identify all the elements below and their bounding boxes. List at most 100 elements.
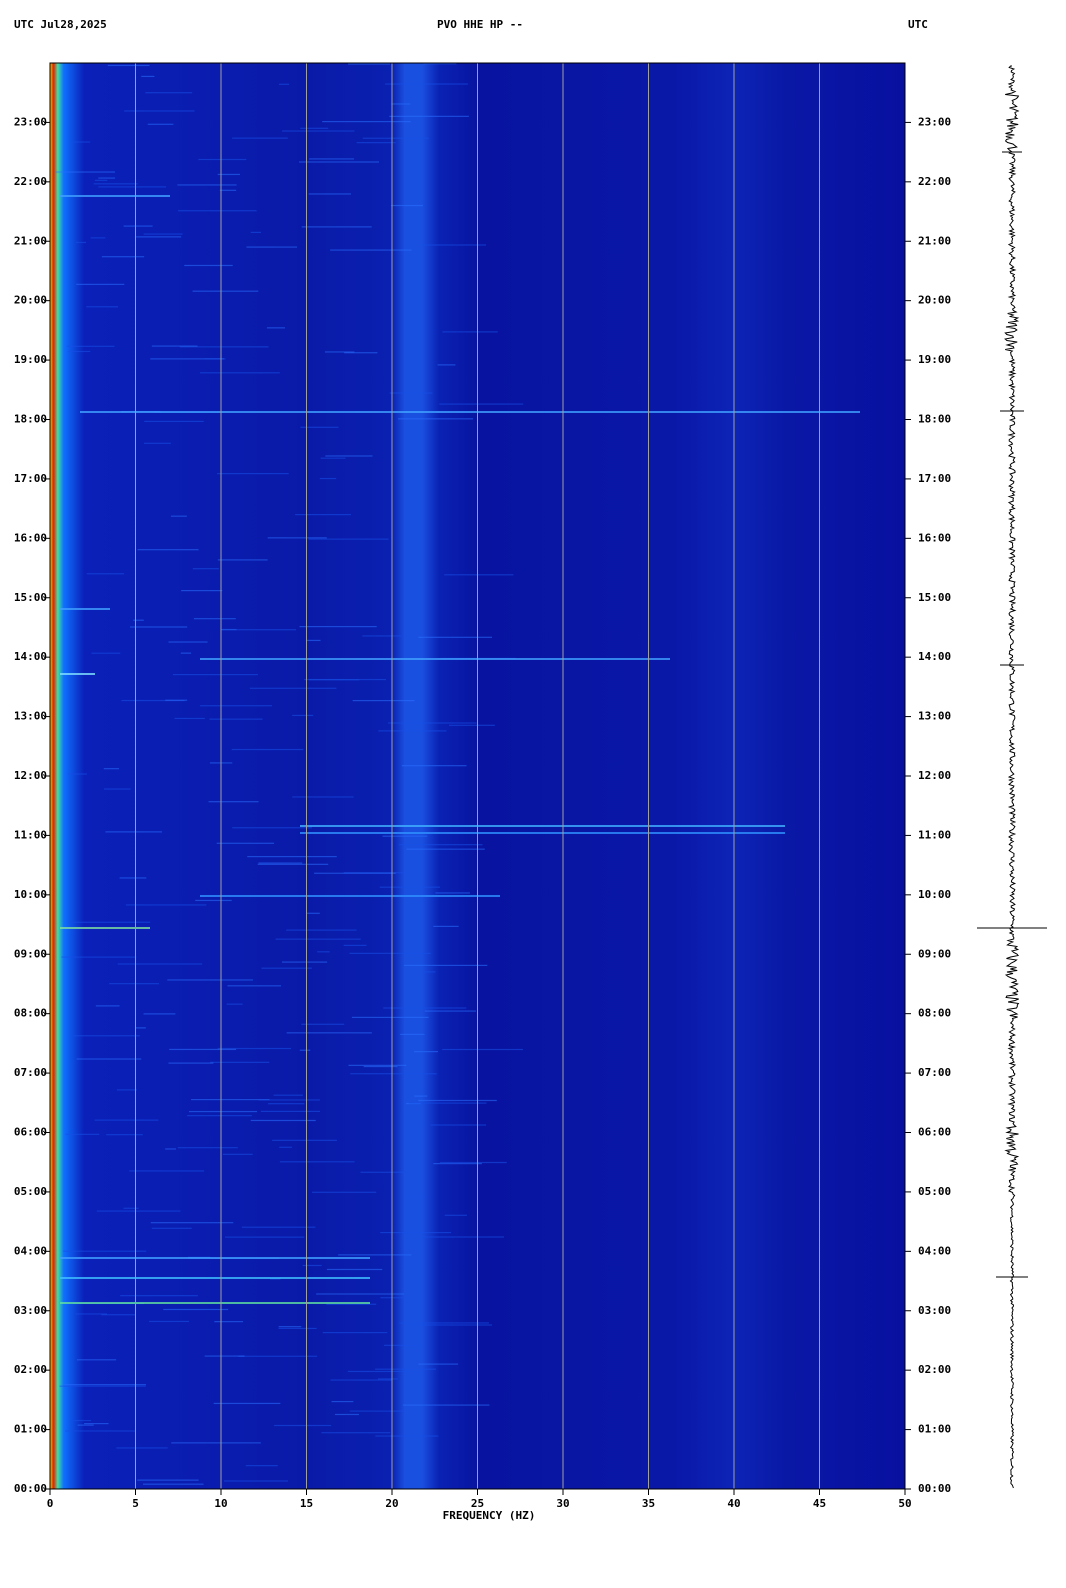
y-tick-label-left: 14:00 (14, 650, 47, 663)
streak (347, 1370, 411, 1373)
streak (402, 1404, 490, 1406)
streak (59, 1385, 146, 1387)
streak (76, 1058, 142, 1060)
header-left: UTC Jul28,2025 (14, 18, 107, 31)
streak (221, 629, 297, 631)
streak (224, 1236, 305, 1238)
streak (258, 862, 303, 864)
y-tick-label-right: 05:00 (918, 1185, 951, 1198)
streak (319, 477, 337, 480)
streak (401, 765, 467, 767)
streak (250, 231, 261, 233)
streak (224, 1480, 288, 1482)
streak (439, 1161, 507, 1164)
streak (167, 979, 254, 981)
streak (322, 1332, 388, 1334)
streak (363, 1065, 398, 1068)
streak (141, 75, 155, 78)
y-tick-label-left: 07:00 (14, 1066, 47, 1079)
streak (316, 1293, 405, 1295)
streak (352, 699, 415, 702)
streak (67, 350, 91, 353)
streak (324, 351, 355, 353)
x-tick-label: 30 (556, 1497, 569, 1510)
streak (179, 346, 269, 348)
streak (334, 1413, 359, 1416)
y-tick-label-right: 18:00 (918, 413, 951, 426)
y-tick-label-right: 08:00 (918, 1007, 951, 1020)
streak (143, 233, 183, 235)
streak (282, 130, 355, 132)
streak (274, 1424, 332, 1427)
streak (119, 877, 147, 879)
streak (169, 1048, 237, 1051)
streak (317, 951, 330, 953)
y-tick-label-right: 21:00 (918, 234, 951, 247)
streak (444, 1214, 467, 1216)
streak (306, 912, 320, 914)
streak (145, 92, 193, 94)
streak (172, 673, 258, 676)
streak (60, 608, 110, 610)
streak (314, 872, 396, 874)
streak (268, 1103, 305, 1105)
streak (391, 103, 411, 105)
streak (149, 1320, 189, 1323)
streak (338, 1254, 412, 1256)
streak (299, 1049, 311, 1051)
y-tick-label-left: 12:00 (14, 769, 47, 782)
streak (418, 1099, 497, 1102)
streak (300, 832, 785, 834)
streak (93, 183, 138, 185)
y-tick-label-left: 19:00 (14, 353, 47, 366)
x-tick-label: 50 (898, 1497, 911, 1510)
streak (375, 1435, 439, 1437)
streak (208, 801, 259, 803)
streak (216, 842, 275, 844)
streak (232, 137, 288, 139)
chart-title: PVO HHE HP -- (437, 18, 523, 31)
streak (144, 442, 171, 444)
streak (406, 848, 485, 850)
streak (76, 1359, 117, 1361)
streak (311, 1191, 377, 1193)
streak (300, 426, 339, 428)
streak (94, 179, 108, 181)
streak (86, 573, 125, 575)
streak (382, 835, 428, 837)
streak (116, 1447, 168, 1449)
y-tick-label-left: 10:00 (14, 888, 47, 901)
streak (109, 983, 159, 985)
streak (383, 1344, 421, 1346)
streak (137, 549, 199, 551)
streak (170, 515, 187, 517)
streak (266, 327, 286, 329)
streak (377, 1378, 398, 1380)
x-tick-label: 45 (813, 1497, 826, 1510)
streak (123, 225, 153, 227)
streak (330, 249, 412, 251)
streak (135, 1027, 146, 1029)
streak (301, 226, 372, 228)
streak (191, 1098, 270, 1101)
streak (90, 237, 106, 239)
streak (349, 1410, 404, 1412)
streak (73, 1035, 140, 1037)
streak (168, 1062, 214, 1064)
streak (375, 1368, 436, 1370)
streak (178, 210, 257, 212)
streak (227, 985, 282, 987)
y-tick-label-left: 20:00 (14, 294, 47, 307)
streak (165, 1148, 177, 1150)
streak (411, 1324, 493, 1326)
streak (187, 1115, 252, 1117)
streak (65, 1430, 137, 1432)
streak (383, 1007, 467, 1009)
streak (193, 618, 236, 620)
streak (326, 1303, 377, 1305)
streak (422, 244, 487, 246)
streak (399, 844, 483, 846)
x-tick-label: 25 (471, 1497, 484, 1510)
streak (245, 1465, 278, 1467)
y-tick-label-left: 13:00 (14, 710, 47, 723)
